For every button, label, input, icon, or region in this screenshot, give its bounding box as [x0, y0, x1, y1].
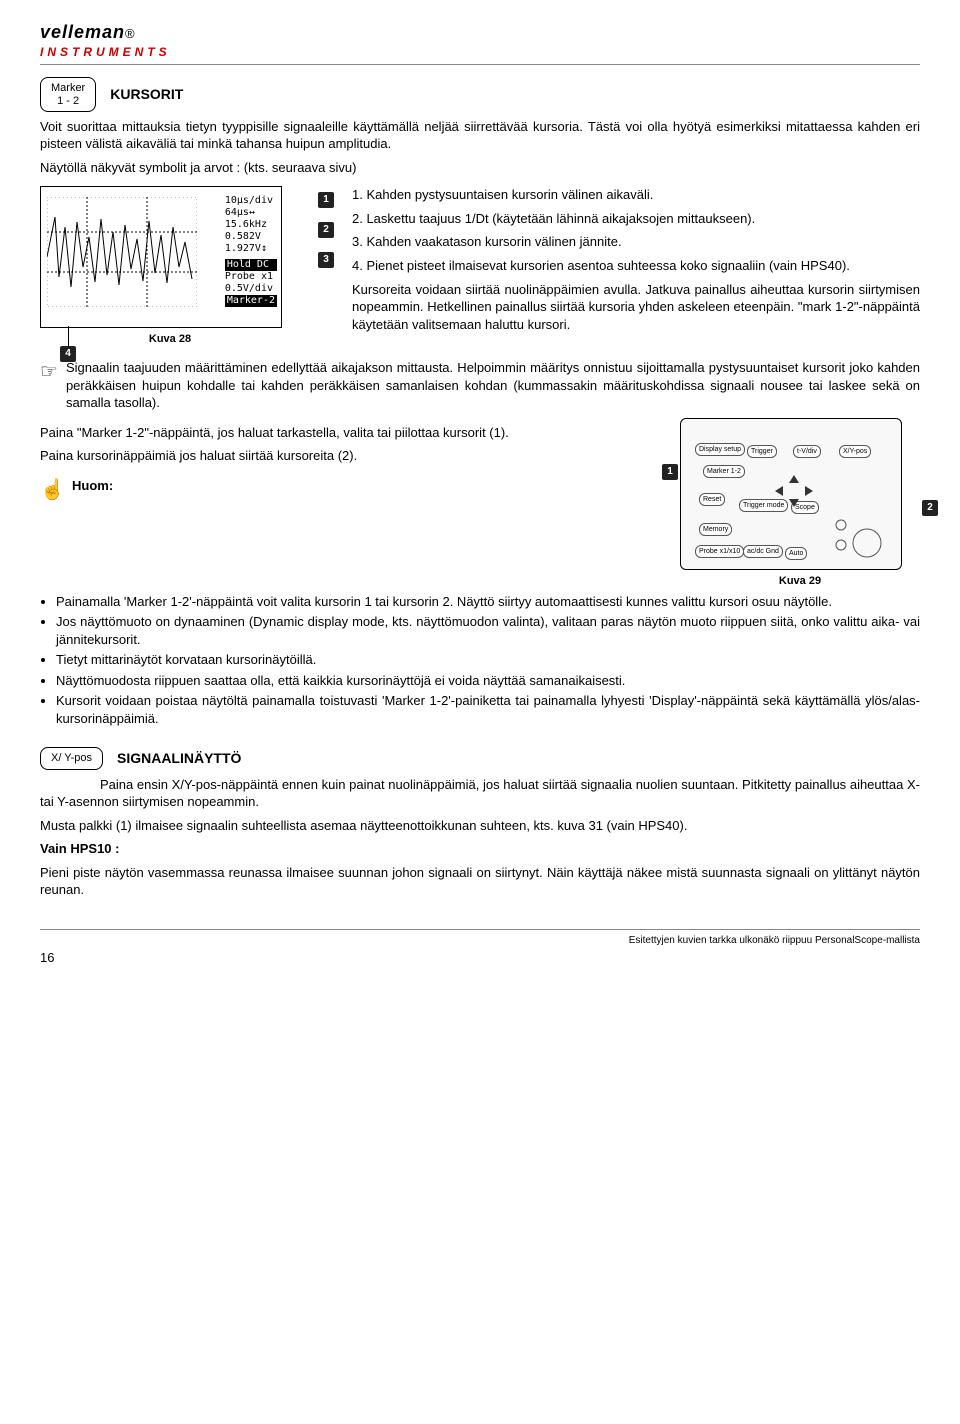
callout-column: 1 2 3: [318, 186, 334, 268]
section-title-signal: SIGNAALINÄYTTÖ: [117, 749, 241, 768]
section-signaalinaytto-header: X/ Y-pos SIGNAALINÄYTTÖ: [40, 747, 920, 769]
probe-button[interactable]: Probe x1/x10: [695, 545, 744, 558]
readout-line: 64µs↔: [225, 207, 277, 219]
figure28-block: 10µs/div 64µs↔ 15.6kHz 0.582V 1.927V↕ Ho…: [40, 186, 920, 347]
figure28-col: 10µs/div 64µs↔ 15.6kHz 0.582V 1.927V↕ Ho…: [40, 186, 300, 347]
callout-1: 1: [318, 192, 334, 208]
list-item: Jos näyttömuoto on dynaaminen (Dynamic d…: [56, 613, 920, 648]
list-item: 4. Pienet pisteet ilmaisevat kursorien a…: [352, 257, 920, 275]
callout-4: 4: [60, 346, 76, 362]
press-line-2: Paina kursorinäppäimiä jos haluat siirtä…: [40, 447, 664, 465]
list-item: Kursorit voidaan poistaa näytöltä painam…: [56, 692, 920, 727]
readout-line: Marker-2: [225, 295, 277, 307]
readout-line: 1.927V↕: [225, 243, 277, 255]
footer-note: Esitettyjen kuvien tarkka ulkonäkö riipp…: [40, 929, 920, 948]
readout-line: Hold DC: [225, 259, 277, 271]
hand-icon: ☝: [40, 477, 64, 504]
page-number: 16: [40, 949, 920, 967]
pointer-note: ☞ Signaalin taajuuden määrittäminen edel…: [40, 359, 920, 412]
list-item: Näyttömuodosta riippuen saattaa olla, et…: [56, 672, 920, 690]
cursor-move-paragraph: Kursoreita voidaan siirtää nuolinäppäimi…: [352, 281, 920, 334]
logo-block: velleman® INSTRUMENTS: [40, 20, 171, 60]
scope-readout: 10µs/div 64µs↔ 15.6kHz 0.582V 1.927V↕ Ho…: [225, 195, 277, 307]
display-setup-button[interactable]: Display setup: [695, 443, 745, 456]
acdc-button[interactable]: ac/dc Gnd: [743, 545, 783, 558]
huom-bullets: Painamalla 'Marker 1-2'-näppäintä voit v…: [40, 593, 920, 728]
readout-line: 0.5V/div: [225, 283, 277, 295]
list-item: 2. Laskettu taajuus 1/Dt (käytetään lähi…: [352, 210, 920, 228]
header: velleman® INSTRUMENTS: [40, 20, 920, 65]
waveform-icon: [47, 197, 197, 307]
marker-button[interactable]: Marker 1-2: [703, 465, 745, 478]
huom-label: Huom:: [72, 477, 113, 504]
memory-button[interactable]: Memory: [699, 523, 732, 536]
press-l1-text: Paina "Marker 1-2"-näppäintä, jos haluat…: [40, 425, 509, 440]
reg-mark: ®: [125, 26, 135, 41]
device-panel: Display setup Trigger t-V/div X/Y-pos Ma…: [680, 418, 902, 570]
tvdiv-button[interactable]: t-V/div: [793, 445, 821, 458]
readout-line: Probe x1: [225, 271, 277, 283]
press-line-1: Paina "Marker 1-2"-näppäintä, jos haluat…: [40, 424, 664, 442]
huom-block: ☝ Huom:: [40, 477, 664, 504]
trigger-button[interactable]: Trigger: [747, 445, 777, 458]
auto-button[interactable]: Auto: [785, 547, 807, 560]
section-kursorit-header: Marker 1 - 2 KURSORIT: [40, 77, 920, 111]
figure29-col: 1 2 Display setup Trigger t-V/div X/Y-po…: [680, 418, 920, 589]
callout-2: 2: [318, 222, 334, 238]
readout-line: 15.6kHz: [225, 219, 277, 231]
xypos-key-icon: X/ Y-pos: [40, 747, 103, 769]
intro-paragraph: Voit suorittaa mittauksia tietyn tyyppis…: [40, 118, 920, 153]
brand-sub: INSTRUMENTS: [40, 44, 171, 60]
section-title-kursorit: KURSORIT: [110, 85, 183, 104]
figure29-caption: Kuva 29: [680, 574, 920, 589]
xypos-button[interactable]: X/Y-pos: [839, 445, 871, 458]
readout-line: 10µs/div: [225, 195, 277, 207]
scope-screenshot: 10µs/div 64µs↔ 15.6kHz 0.582V 1.927V↕ Ho…: [40, 186, 282, 328]
sig-para-2: Musta palkki (1) ilmaisee signaalin suht…: [40, 817, 920, 835]
brand-name: velleman: [40, 22, 125, 42]
callout-fig29-2: 2: [922, 500, 938, 516]
list-item: 1. Kahden pystysuuntaisen kursorin välin…: [352, 186, 920, 204]
pointer-text: Signaalin taajuuden määrittäminen edelly…: [66, 359, 920, 412]
press-and-device: Paina "Marker 1-2"-näppäintä, jos haluat…: [40, 418, 920, 589]
figure28-list: 1. Kahden pystysuuntaisen kursorin välin…: [352, 186, 920, 339]
reset-button[interactable]: Reset: [699, 493, 725, 506]
figure28-caption: Kuva 28: [40, 332, 300, 347]
list-item: Tietyt mittarinäytöt korvataan kursorinä…: [56, 651, 920, 669]
power-knob-icon[interactable]: [829, 515, 883, 561]
hps10-subheading: Vain HPS10 :: [40, 841, 119, 856]
sig-para-3: Pieni piste näytön vasemmassa reunassa i…: [40, 864, 920, 899]
marker-key-icon: Marker 1 - 2: [40, 77, 96, 111]
readout-line: 0.582V: [225, 231, 277, 243]
arrow-pad-icon[interactable]: [769, 473, 819, 509]
sig-para-1: Paina ensin X/Y-pos-näppäintä ennen kuin…: [40, 776, 920, 811]
pointer-icon: ☞: [40, 359, 58, 412]
callout-3: 3: [318, 252, 334, 268]
list-item: 3. Kahden vaakatason kursorin välinen jä…: [352, 233, 920, 251]
list-item: Painamalla 'Marker 1-2'-näppäintä voit v…: [56, 593, 920, 611]
symbols-line: Näytöllä näkyvät symbolit ja arvot : (kt…: [40, 159, 920, 177]
callout-fig29-1: 1: [662, 464, 678, 480]
